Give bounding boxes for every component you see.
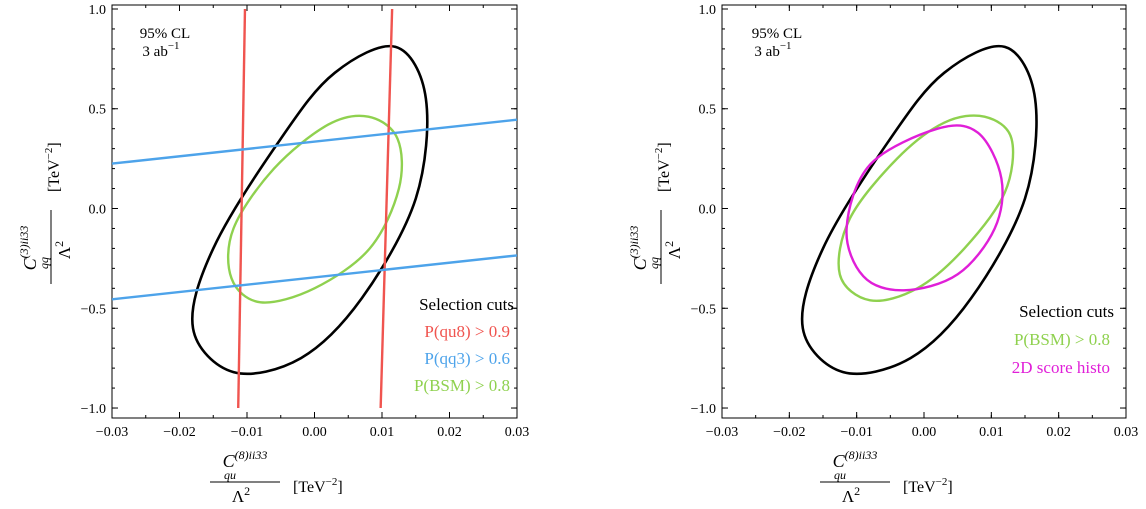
- x-label-subscript: qu: [834, 468, 846, 482]
- y-label-subscript: qq: [647, 257, 661, 269]
- x-tick-label: −0.02: [163, 425, 195, 440]
- series-group: [800, 44, 1038, 376]
- x-label-unit: [TeV−2]: [293, 476, 343, 496]
- chart-panel-1: −0.03 −0.02 −0.01 0.00 0.01 0.02 0.03 −1.0 −0.5 0…: [17, 3, 529, 506]
- annotation-luminosity: 3 ab−1: [142, 40, 179, 60]
- series-line-6: [112, 254, 517, 301]
- annotation-lumi-base: 3 ab: [142, 44, 167, 60]
- x-label-numerator: C(8)ii33: [223, 448, 268, 471]
- annotation-lumi-exp: −1: [780, 40, 792, 52]
- x-label-unit: [TeV−2]: [903, 476, 953, 496]
- y-label-denominator: Λ2: [52, 241, 74, 259]
- y-tick-label: −0.5: [691, 302, 716, 317]
- x-label-denominator: Λ2: [232, 484, 250, 506]
- x-label-denominator: Λ2: [842, 484, 860, 506]
- x-tick-label: −0.02: [773, 425, 805, 440]
- annotation-luminosity: 3 ab−1: [754, 40, 791, 60]
- y-label-numerator: C(3)ii33: [17, 226, 40, 271]
- legend-entry: P(BSM) > 0.8: [1014, 330, 1110, 349]
- y-tick-label: 1.0: [699, 3, 717, 18]
- x-tick-label: 0.03: [1114, 425, 1139, 440]
- y-tick-label: 0.0: [699, 203, 717, 218]
- x-tick-label: −0.03: [96, 425, 128, 440]
- series-line-5: [112, 118, 517, 165]
- annotation-cl: 95% CL: [140, 26, 190, 42]
- series-line-4: [379, 8, 394, 409]
- y-tick-label: 0.5: [89, 103, 107, 118]
- y-tick-label: −1.0: [691, 402, 716, 417]
- series-group: [112, 8, 517, 409]
- annotation-cl: 95% CL: [752, 26, 802, 42]
- y-label-subscript: qq: [37, 257, 51, 269]
- annotation-lumi-exp: −1: [168, 40, 180, 52]
- legend-entry: 2D score histo: [1012, 358, 1110, 377]
- x-tick-label: 0.03: [505, 425, 530, 440]
- y-tick-label: −1.0: [81, 402, 106, 417]
- series-contour-1: [800, 44, 1038, 376]
- x-label-subscript: qu: [224, 468, 236, 482]
- legend-title: Selection cuts: [419, 295, 514, 314]
- x-tick-label: −0.01: [840, 425, 872, 440]
- legend-entry: P(qq3) > 0.6: [424, 349, 510, 368]
- legend-title: Selection cuts: [1019, 302, 1114, 321]
- y-tick-label: 0.0: [89, 203, 107, 218]
- series-contour-2: [226, 114, 404, 304]
- annotation-lumi-base: 3 ab: [754, 44, 779, 60]
- y-tick-label: −0.5: [81, 302, 106, 317]
- x-tick-label: 0.02: [437, 425, 462, 440]
- x-tick-label: 0.00: [302, 425, 327, 440]
- legend-entry: P(qu8) > 0.9: [424, 322, 510, 341]
- x-tick-label: −0.03: [706, 425, 738, 440]
- y-label-unit: [TeV−2]: [43, 142, 63, 192]
- x-tick-label: 0.01: [370, 425, 395, 440]
- plot-frame: [721, 4, 1127, 419]
- x-tick-label: 0.00: [912, 425, 937, 440]
- x-tick-label: 0.01: [979, 425, 1004, 440]
- series-contour-3: [845, 124, 1004, 292]
- legend-entry: P(BSM) > 0.8: [414, 376, 510, 395]
- y-tick-label: 1.0: [89, 3, 107, 18]
- y-label-unit: [TeV−2]: [653, 142, 673, 192]
- chart-panel-2: −0.03 −0.02 −0.01 0.00 0.01 0.02 0.03 −1.0 −0.5 0…: [627, 3, 1138, 506]
- x-tick-label: −0.01: [231, 425, 263, 440]
- series-contour-2: [837, 114, 1015, 303]
- series-contour-1: [191, 44, 429, 376]
- y-tick-label: 0.5: [699, 103, 717, 118]
- x-label-numerator: C(8)ii33: [833, 448, 878, 471]
- y-label-numerator: C(3)ii33: [627, 226, 650, 271]
- x-tick-label: 0.02: [1046, 425, 1071, 440]
- y-label-denominator: Λ2: [662, 241, 684, 259]
- series-line-3: [237, 8, 247, 409]
